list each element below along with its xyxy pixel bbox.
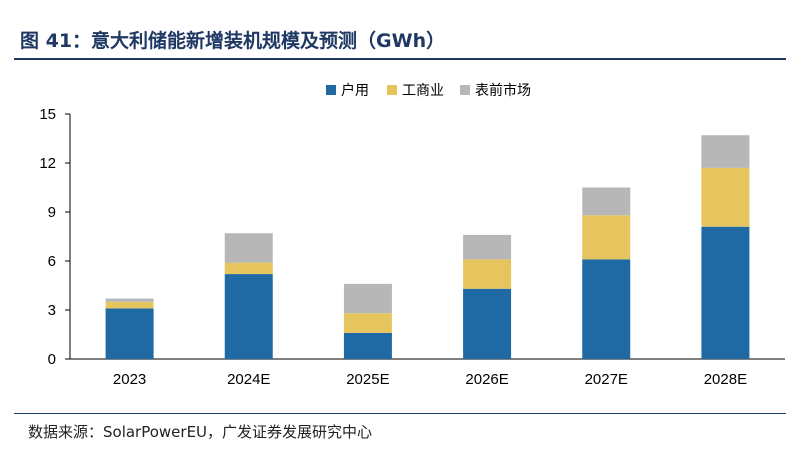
y-tick-label: 9 — [48, 204, 56, 221]
bar-segment — [224, 262, 273, 275]
x-tick-label: 2028E — [704, 371, 747, 388]
bar-segment — [701, 226, 750, 359]
y-tick-label: 15 — [39, 106, 56, 123]
y-tick-label: 6 — [48, 253, 56, 270]
x-tick-label: 2023 — [113, 371, 146, 388]
bar-segment — [701, 167, 750, 227]
footer-divider — [14, 413, 786, 414]
bar-segment — [463, 259, 512, 289]
legend-label: 表前市场 — [475, 82, 531, 98]
legend-swatch — [460, 85, 470, 95]
bar-segment — [343, 313, 392, 333]
bar-segment — [343, 283, 392, 314]
bar-segment — [463, 288, 512, 359]
bar-segment — [701, 135, 750, 168]
bar-segment — [105, 301, 154, 309]
chart-area: 户用 工商业 表前市场 0 3 6 9 12 15 2023 2024E 2025E 2026E 20… — [0, 60, 800, 400]
y-tick-label: 3 — [48, 302, 56, 319]
legend-label: 工商业 — [402, 82, 444, 98]
legend: 户用 工商业 表前市场 — [326, 82, 531, 98]
bar-segment — [343, 332, 392, 359]
x-tick-label: 2024E — [227, 371, 270, 388]
bar-segment — [582, 215, 631, 260]
chart-title: 图 41：意大利储能新增装机规模及预测（GWh） — [20, 30, 446, 52]
legend-swatch — [387, 85, 397, 95]
x-tick-label: 2025E — [346, 371, 389, 388]
bar-segment — [224, 233, 273, 263]
x-axis: 2023 2024E 2025E 2026E 2027E 2028E — [70, 358, 785, 388]
bar-segment — [105, 298, 154, 302]
y-tick-label: 12 — [39, 155, 56, 172]
y-axis: 0 3 6 9 12 15 — [39, 106, 71, 368]
source-note: 数据来源：SolarPowerEU，广发证券发展研究中心 — [28, 423, 373, 441]
x-tick-label: 2026E — [465, 371, 508, 388]
bars — [105, 135, 750, 359]
legend-label: 户用 — [341, 82, 369, 98]
bar-segment — [224, 274, 273, 359]
bar-segment — [582, 259, 631, 359]
legend-swatch — [326, 85, 336, 95]
x-tick-label: 2027E — [585, 371, 628, 388]
bar-segment — [582, 187, 631, 216]
y-tick-label: 0 — [48, 351, 56, 368]
bar-segment — [463, 234, 512, 260]
bar-segment — [105, 308, 154, 359]
title-bar: 图 41：意大利储能新增装机规模及预测（GWh） — [14, 22, 786, 60]
